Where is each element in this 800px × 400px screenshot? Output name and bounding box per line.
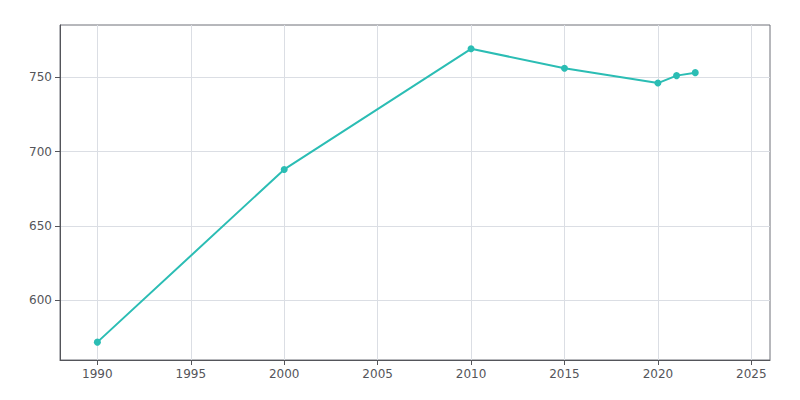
svg-text:2015: 2015 [549, 367, 580, 381]
svg-text:1990: 1990 [82, 367, 113, 381]
svg-text:2005: 2005 [362, 367, 393, 381]
svg-text:1995: 1995 [176, 367, 207, 381]
svg-text:2000: 2000 [269, 367, 300, 381]
svg-text:700: 700 [29, 145, 52, 159]
svg-text:2025: 2025 [736, 367, 767, 381]
svg-text:2010: 2010 [456, 367, 487, 381]
svg-text:650: 650 [29, 219, 52, 233]
svg-text:2020: 2020 [643, 367, 674, 381]
svg-text:750: 750 [29, 70, 52, 84]
svg-text:600: 600 [29, 293, 52, 307]
